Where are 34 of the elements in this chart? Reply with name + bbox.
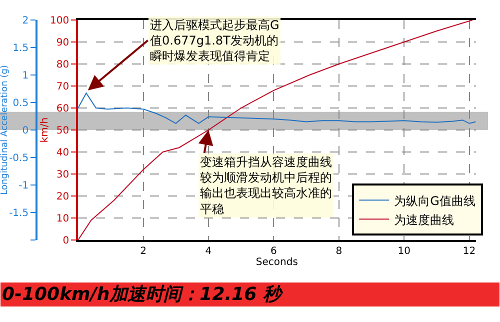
y-tick-label: 90 bbox=[56, 38, 70, 48]
y-tick-label: 0 bbox=[62, 236, 70, 246]
y-tick-label: 100 bbox=[50, 16, 70, 26]
text: 0-100km/h加速时间：12.16 秒 bbox=[2, 284, 284, 305]
x-tick-label: 12 bbox=[462, 246, 476, 257]
y-tick-label: 10 bbox=[56, 214, 70, 224]
y-tick-label: 40 bbox=[56, 148, 70, 158]
y2-tick-label: 1 bbox=[22, 70, 29, 82]
y2-tick-label: -0.5 bbox=[9, 153, 29, 164]
y-tick-label: 30 bbox=[56, 170, 70, 180]
line-series bbox=[78, 92, 476, 124]
y2-tick-label: -1 bbox=[18, 180, 29, 192]
y2-axis-title: Longitudinal Acceleration (g) bbox=[0, 65, 10, 195]
y2-tick-label: 0 bbox=[22, 126, 29, 136]
y2-tick-label: -1.5 bbox=[9, 208, 29, 219]
legend-label: 为速度曲线 bbox=[394, 212, 454, 227]
y-tick-label: 50 bbox=[56, 126, 70, 136]
y2-tick-label: 1.5 bbox=[12, 43, 29, 54]
y-tick-label: 60 bbox=[56, 104, 70, 114]
y2-tick-label: 2 bbox=[22, 16, 29, 26]
y2-tick-label: 0.5 bbox=[12, 98, 29, 109]
y-axis-title: km/h bbox=[39, 117, 50, 143]
x-tick-label: 6 bbox=[270, 246, 277, 257]
x-tick-label: 2 bbox=[140, 246, 146, 257]
legend-label: 为纵向G值曲线 bbox=[394, 194, 476, 208]
x-tick-label: 4 bbox=[205, 246, 212, 257]
x-axis-title: Seconds bbox=[256, 257, 298, 268]
annotation: 变速箱升挡从容速度曲线较为顺滑发动机中后程的输出也表现出较高水准的平稳 bbox=[200, 155, 332, 216]
annotation: 进入后驱模式起步最高G值0.677g1.8T发动机的瞬时爆发表现值得肯定 bbox=[150, 18, 280, 64]
y-tick-label: 70 bbox=[56, 82, 70, 92]
x-tick-label: 10 bbox=[398, 246, 410, 257]
y-tick-label: 20 bbox=[56, 192, 70, 202]
y-tick-label: 80 bbox=[56, 60, 70, 70]
x-tick-label: 8 bbox=[336, 246, 342, 257]
